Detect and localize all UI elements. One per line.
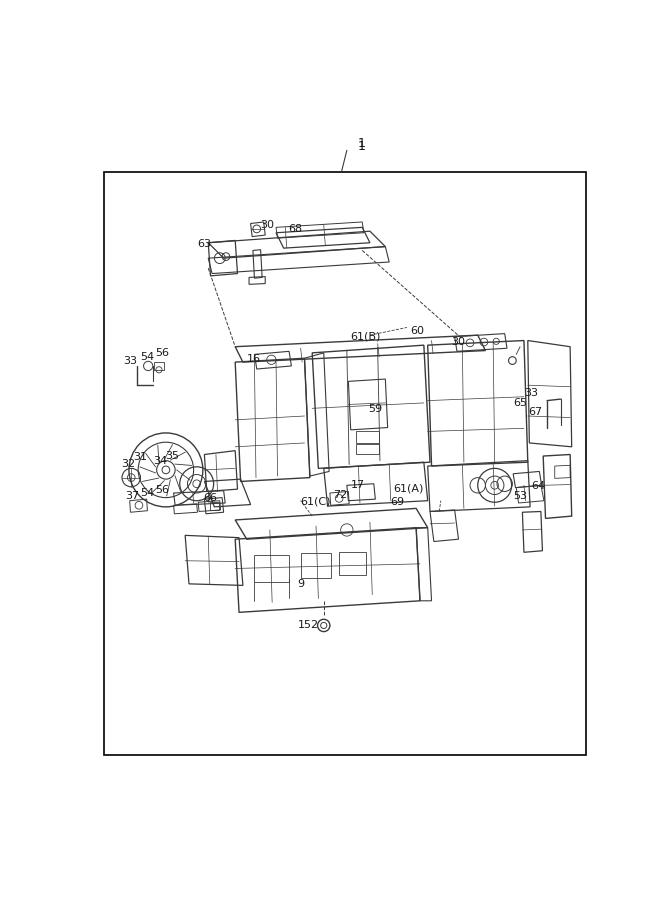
Bar	[210, 502, 219, 510]
Text: 35: 35	[165, 451, 179, 461]
Text: 65: 65	[513, 398, 527, 408]
Text: 56: 56	[155, 348, 169, 358]
Text: 30: 30	[261, 220, 275, 230]
Bar	[154, 362, 163, 370]
Text: 67: 67	[528, 407, 543, 417]
Text: 1: 1	[358, 138, 366, 150]
Text: 37: 37	[125, 491, 139, 500]
Text: 61(C): 61(C)	[301, 496, 331, 506]
Text: 68: 68	[288, 223, 302, 233]
Bar	[339, 552, 366, 574]
Bar	[301, 554, 331, 578]
Text: 61(B): 61(B)	[351, 331, 381, 341]
Text: 54: 54	[141, 488, 155, 498]
Text: 61(A): 61(A)	[393, 484, 424, 494]
Text: 59: 59	[368, 404, 383, 414]
Bar	[254, 554, 289, 581]
Text: 54: 54	[141, 352, 155, 362]
Text: 32: 32	[121, 459, 135, 469]
Text: 56: 56	[155, 485, 169, 495]
Text: 69: 69	[391, 497, 405, 507]
Text: 16: 16	[247, 355, 261, 365]
Text: 72: 72	[333, 490, 348, 500]
Text: 30: 30	[452, 338, 466, 347]
Text: 1: 1	[358, 140, 366, 153]
Text: 34: 34	[153, 456, 167, 466]
Bar	[356, 445, 379, 454]
Text: 152: 152	[297, 620, 319, 630]
Text: 63: 63	[197, 238, 211, 249]
Bar	[356, 431, 379, 443]
Text: 31: 31	[133, 452, 147, 463]
Text: 9: 9	[297, 580, 305, 590]
Bar	[104, 172, 586, 755]
Text: 66: 66	[203, 493, 217, 503]
Text: 53: 53	[513, 491, 527, 501]
Text: 33: 33	[123, 356, 137, 366]
Text: 33: 33	[524, 388, 538, 398]
Text: 17: 17	[351, 480, 365, 490]
Text: 60: 60	[410, 326, 424, 336]
Text: 64: 64	[532, 481, 546, 491]
